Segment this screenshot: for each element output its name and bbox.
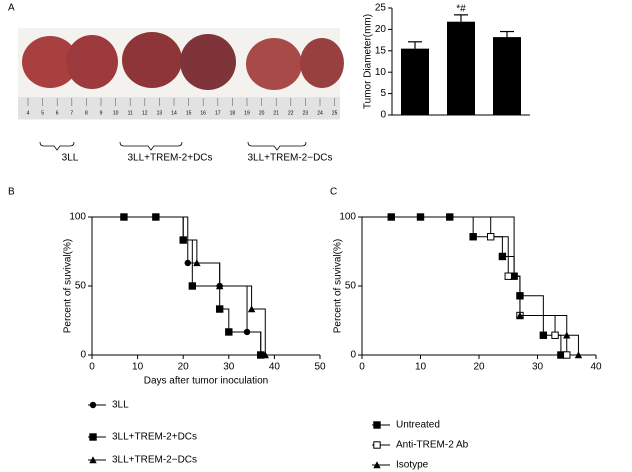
ruler-label: 12 [142,110,148,116]
marker [184,259,191,267]
legend-label: 3LL+TREM-2−DCs [112,455,197,466]
ruler-label: 16 [200,110,206,116]
ruler-label: 10 [113,110,119,116]
tumor-photo [18,28,344,151]
marker [373,461,381,469]
legend-label: 3LL [112,400,129,411]
ruler-label: 18 [230,110,236,116]
y-tick-label: 100 [339,212,356,223]
ruler-label: 11 [128,110,133,116]
group-label: 3LL [62,153,79,164]
ruler-label: 25 [332,110,338,116]
y-tick-label: 0 [380,110,386,121]
x-tick-label: 20 [178,362,190,373]
y-tick-label: 0 [350,350,356,361]
ruler-label: 5 [41,110,44,116]
marker [469,233,477,241]
panel-label: B [8,187,15,198]
legend-label: Untreated [396,420,440,431]
ruler-label: 9 [100,110,103,116]
ruler-label: 23 [303,110,309,116]
ruler-label: 21 [273,110,279,116]
marker [510,272,518,280]
ruler-label: 4 [27,110,30,116]
y-tick-label: 50 [75,281,87,292]
x-tick-label: 40 [269,362,281,373]
y-axis-label: Percent of suvival(%) [63,239,74,333]
marker [215,305,224,313]
y-tick-label: 10 [375,67,387,78]
legend-label: Anti-TREM-2 Ab [396,440,469,451]
x-tick-label: 30 [532,362,544,373]
x-tick-label: 0 [359,362,365,373]
y-tick-label: 15 [375,45,387,56]
marker [89,401,97,409]
x-tick-label: 10 [415,362,427,373]
marker [225,328,233,336]
y-tick-label: 20 [375,24,387,35]
ruler-label: 8 [85,110,88,116]
marker [563,331,571,339]
bar [401,48,429,115]
ruler-label: 22 [288,110,294,116]
annotation: *# [456,3,466,14]
x-tick-label: 20 [473,362,485,373]
marker [539,331,548,339]
ruler-label: 24 [317,110,323,116]
y-tick-label: 0 [80,350,86,361]
y-tick-label: 50 [345,281,357,292]
marker [89,433,97,441]
x-tick-label: 0 [89,362,95,373]
ruler-label: 14 [171,110,177,116]
survival-line [362,216,562,355]
ruler-label: 19 [244,110,250,116]
survival-line [362,216,568,355]
marker [498,252,507,261]
ruler-label: 7 [70,110,73,116]
legend-label: Isotype [396,460,429,471]
y-tick-label: 5 [380,88,386,99]
marker [188,282,197,290]
legend-label: 3LL+TREM-2+DCs [112,432,197,443]
group-label: 3LL+TREM-2+DCs [127,153,212,164]
x-axis-label: Days after tumor inoculation [144,376,269,387]
panel-label: A [8,3,15,14]
y-tick-label: 100 [69,212,86,223]
marker [504,272,512,280]
marker [193,259,201,267]
marker [261,351,269,359]
survival-line [92,216,266,355]
marker [563,351,571,359]
panel-label: C [330,187,337,198]
x-tick-label: 40 [590,362,602,373]
ruler-label: 13 [157,110,163,116]
x-tick-label: 10 [132,362,144,373]
marker [373,421,381,429]
marker [574,351,583,359]
bar [447,21,475,115]
bar [493,37,521,115]
marker [487,233,495,241]
ruler-label: 6 [56,110,59,116]
marker [215,282,224,290]
marker [373,441,381,449]
marker [179,236,187,244]
marker [516,311,524,319]
group-label: 3LL+TREM-2−DCs [247,153,332,164]
ruler-label: 15 [186,110,192,116]
marker [551,331,559,339]
marker [247,305,256,313]
x-tick-label: 50 [314,362,326,373]
x-tick-label: 30 [223,362,235,373]
y-axis-label: Percent of suvival(%) [333,239,344,333]
ruler-label: 17 [215,110,221,116]
y-tick-label: 25 [375,3,387,14]
y-axis-label: Tumor Diameter(mm) [363,14,374,109]
ruler-label: 20 [259,110,265,116]
marker [89,456,97,464]
